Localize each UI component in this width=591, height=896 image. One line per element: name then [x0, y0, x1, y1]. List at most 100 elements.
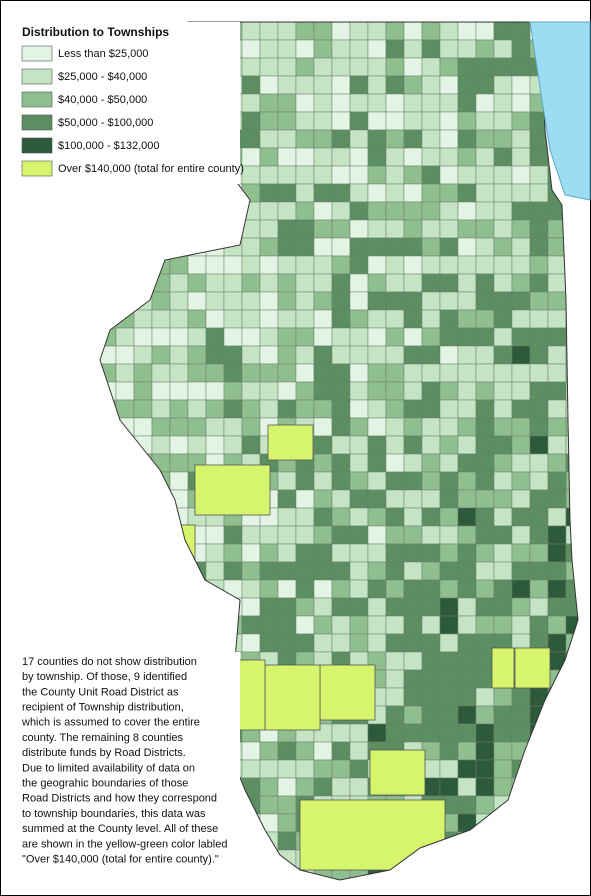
- township: [367, 363, 387, 383]
- township: [385, 669, 405, 689]
- township: [277, 165, 297, 185]
- township: [295, 597, 315, 617]
- township: [529, 471, 549, 491]
- township: [511, 147, 531, 167]
- township: [367, 417, 387, 437]
- township: [385, 183, 405, 203]
- note-line: recipient of Township distribution,: [22, 702, 184, 714]
- township: [187, 435, 207, 455]
- township: [241, 273, 261, 293]
- township: [457, 669, 477, 689]
- township: [331, 741, 351, 761]
- township: [457, 219, 477, 239]
- township: [385, 543, 405, 563]
- township: [475, 75, 495, 95]
- township: [439, 111, 459, 131]
- township: [313, 507, 333, 527]
- township: [511, 183, 531, 203]
- township: [331, 579, 351, 599]
- township: [331, 129, 351, 149]
- township: [313, 147, 333, 167]
- township: [169, 471, 189, 491]
- township: [313, 219, 333, 239]
- township: [313, 453, 333, 473]
- township: [457, 759, 477, 779]
- township: [385, 111, 405, 131]
- township: [475, 795, 495, 815]
- note-line: distribute funds by Road Districts.: [22, 747, 186, 759]
- township: [439, 597, 459, 617]
- township: [313, 309, 333, 329]
- township: [403, 687, 423, 707]
- township: [331, 57, 351, 77]
- township: [295, 201, 315, 221]
- township: [241, 381, 261, 401]
- township: [331, 525, 351, 545]
- township: [421, 489, 441, 509]
- township: [493, 561, 513, 581]
- township: [241, 759, 261, 779]
- township: [331, 435, 351, 455]
- township: [421, 183, 441, 203]
- township: [367, 525, 387, 545]
- township: [259, 183, 279, 203]
- township: [169, 291, 189, 311]
- township: [529, 237, 549, 257]
- township: [277, 129, 297, 149]
- township: [205, 291, 225, 311]
- township: [349, 777, 369, 797]
- township: [205, 273, 225, 293]
- township: [367, 201, 387, 221]
- township: [331, 93, 351, 113]
- township: [439, 309, 459, 329]
- township: [439, 687, 459, 707]
- township: [367, 93, 387, 113]
- township: [295, 111, 315, 131]
- township: [385, 93, 405, 113]
- township: [547, 399, 567, 419]
- township: [421, 723, 441, 743]
- township: [493, 705, 513, 725]
- township: [367, 165, 387, 185]
- township: [205, 381, 225, 401]
- township: [241, 93, 261, 113]
- township: [385, 705, 405, 725]
- township: [493, 741, 513, 761]
- township: [223, 291, 243, 311]
- township: [349, 57, 369, 77]
- township: [421, 75, 441, 95]
- township: [439, 201, 459, 221]
- township: [547, 291, 567, 311]
- township: [493, 309, 513, 329]
- township: [241, 363, 261, 383]
- township: [385, 615, 405, 635]
- township: [493, 291, 513, 311]
- township: [475, 417, 495, 437]
- township: [385, 22, 405, 41]
- township: [295, 255, 315, 275]
- township: [475, 399, 495, 419]
- township: [241, 237, 261, 257]
- township: [259, 22, 279, 41]
- township: [529, 201, 549, 221]
- township: [259, 255, 279, 275]
- township: [349, 183, 369, 203]
- township: [547, 525, 567, 545]
- township: [475, 147, 495, 167]
- township: [385, 651, 405, 671]
- township: [241, 255, 261, 275]
- township: [277, 183, 297, 203]
- township: [349, 417, 369, 437]
- township: [457, 183, 477, 203]
- township: [457, 93, 477, 113]
- township: [457, 795, 477, 815]
- township: [295, 291, 315, 311]
- township: [475, 543, 495, 563]
- township: [259, 129, 279, 149]
- township: [493, 237, 513, 257]
- township: [205, 327, 225, 347]
- township: [511, 597, 531, 617]
- township: [331, 75, 351, 95]
- township: [385, 255, 405, 275]
